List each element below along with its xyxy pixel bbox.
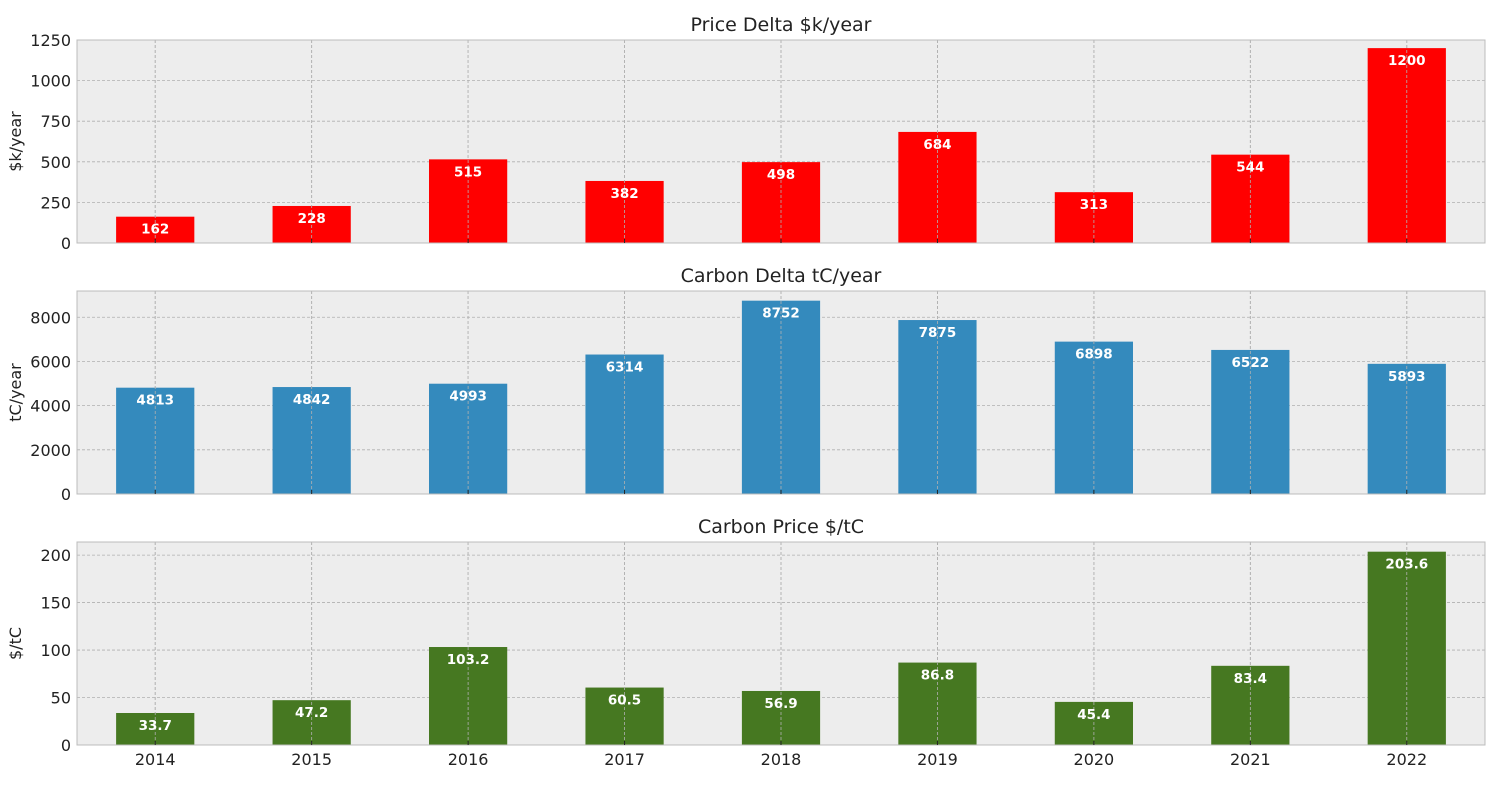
y-axis-label: $k/year	[6, 111, 25, 172]
x-tick-label: 2017	[604, 750, 645, 769]
x-tick-label: 2015	[291, 750, 332, 769]
bar-value-label: 6898	[1075, 347, 1113, 363]
x-tick-label: 2022	[1386, 750, 1427, 769]
y-tick-label: 200	[40, 546, 71, 565]
bar-value-label: 8752	[762, 306, 800, 322]
y-tick-label: 1000	[30, 72, 71, 91]
bar-value-label: 4993	[449, 389, 487, 405]
y-tick-label: 250	[40, 193, 71, 212]
bar-value-label: 56.9	[764, 696, 797, 712]
y-tick-label: 0	[61, 736, 71, 755]
y-tick-label: 100	[40, 641, 71, 660]
y-tick-label: 0	[61, 485, 71, 504]
x-tick-label: 2019	[917, 750, 958, 769]
bar-value-label: 6522	[1232, 355, 1270, 371]
y-tick-label: 500	[40, 153, 71, 172]
bar-value-label: 544	[1236, 160, 1264, 176]
bar-value-label: 228	[298, 211, 326, 227]
bar-value-label: 4842	[293, 392, 331, 408]
y-tick-label: 750	[40, 112, 71, 131]
bar-value-label: 5893	[1388, 369, 1426, 385]
x-tick-label: 2016	[448, 750, 489, 769]
chart-title: Price Delta $k/year	[690, 14, 871, 36]
x-tick-label: 2021	[1230, 750, 1271, 769]
y-tick-label: 8000	[30, 308, 71, 327]
y-tick-label: 2000	[30, 441, 71, 460]
y-tick-label: 150	[40, 594, 71, 613]
x-tick-label: 2014	[135, 750, 176, 769]
bar-value-label: 4813	[136, 393, 174, 409]
bar-value-label: 60.5	[608, 693, 641, 709]
bar-value-label: 498	[767, 167, 795, 183]
chart-panel-1: 162 228 515 382 498 684 313 544 1200 0 250 500 750 10…	[6, 14, 1486, 253]
bar-value-label: 33.7	[139, 718, 172, 734]
bar-value-label: 684	[923, 137, 951, 153]
bar-value-label: 162	[141, 222, 169, 238]
y-tick-label: 4000	[30, 397, 71, 416]
bar-value-label: 86.8	[921, 668, 954, 684]
y-tick-label: 50	[51, 689, 71, 708]
x-tick-label: 2020	[1074, 750, 1115, 769]
chart-title: Carbon Delta tC/year	[681, 265, 882, 287]
bar-value-label: 382	[610, 186, 638, 202]
y-axis-label: tC/year	[6, 363, 25, 422]
y-tick-label: 0	[61, 234, 71, 253]
chart-panel-3: 33.7 47.2 103.2 60.5 56.9 86.8 45.4 83.4 203.6 0 5…	[6, 516, 1486, 769]
bar-value-label: 1200	[1388, 53, 1426, 69]
y-axis-label: $/tC	[6, 627, 25, 660]
bar-value-label: 7875	[919, 325, 957, 341]
bar-value-label: 313	[1080, 197, 1108, 213]
x-tick-label: 2018	[761, 750, 802, 769]
bar-value-label: 47.2	[295, 705, 328, 721]
bar-value-label: 515	[454, 164, 482, 180]
chart-title: Carbon Price $/tC	[698, 516, 864, 538]
bar-value-label: 6314	[606, 360, 644, 376]
y-tick-label: 1250	[30, 31, 71, 50]
bar-value-label: 203.6	[1385, 557, 1428, 573]
bar-value-label: 83.4	[1234, 671, 1267, 687]
chart-panel-2: 4813 4842 4993 6314 8752 7875 6898 6522 5893 0 200…	[6, 265, 1486, 504]
y-tick-label: 6000	[30, 352, 71, 371]
bar-2021	[1211, 154, 1290, 243]
bar-value-label: 103.2	[447, 652, 490, 668]
bar-value-label: 45.4	[1077, 707, 1110, 723]
